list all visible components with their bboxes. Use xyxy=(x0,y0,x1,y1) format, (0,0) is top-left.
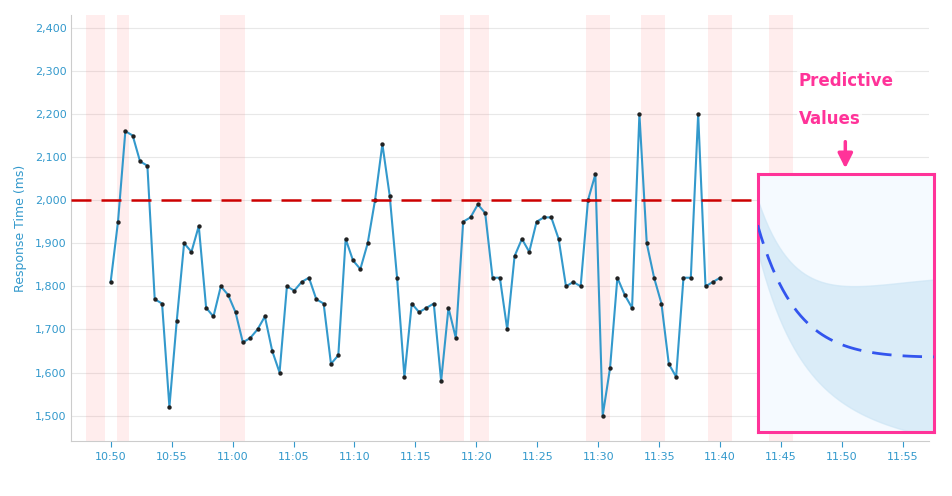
Point xyxy=(228,308,243,316)
Point xyxy=(352,265,367,273)
Point xyxy=(162,403,177,411)
Point xyxy=(316,300,331,308)
Point xyxy=(447,334,463,342)
Point xyxy=(184,248,199,256)
Point xyxy=(528,218,544,226)
Point xyxy=(265,347,280,355)
Point xyxy=(492,274,507,282)
Bar xyxy=(707,15,732,441)
Point xyxy=(433,377,448,385)
Point xyxy=(191,222,207,230)
Point xyxy=(360,239,375,247)
Point xyxy=(624,304,639,312)
Point xyxy=(198,304,213,312)
Point xyxy=(308,295,324,303)
Point xyxy=(506,252,522,260)
Point xyxy=(418,304,433,312)
Point xyxy=(477,209,492,217)
Point xyxy=(374,140,389,148)
Point xyxy=(389,274,405,282)
Point xyxy=(125,131,140,139)
Point xyxy=(543,213,558,221)
Point xyxy=(536,213,551,221)
Point xyxy=(323,360,338,368)
Point xyxy=(257,312,272,320)
Point xyxy=(697,282,712,290)
Point xyxy=(675,274,690,282)
Point xyxy=(287,287,302,295)
Point xyxy=(683,274,698,282)
Point xyxy=(617,291,632,299)
Point xyxy=(653,300,668,308)
Point xyxy=(367,196,383,204)
Point xyxy=(293,278,308,286)
Point xyxy=(279,282,294,290)
Point xyxy=(469,200,485,208)
Point xyxy=(110,218,126,226)
Point xyxy=(645,274,661,282)
Bar xyxy=(87,15,105,441)
Point xyxy=(704,278,720,286)
Point xyxy=(169,317,184,325)
Point xyxy=(712,274,727,282)
Point xyxy=(631,110,646,118)
Bar xyxy=(641,15,664,441)
Point xyxy=(558,282,573,290)
Point xyxy=(550,235,565,243)
Y-axis label: Response Time (ms): Response Time (ms) xyxy=(13,165,27,292)
Point xyxy=(396,373,411,381)
Text: Predictive: Predictive xyxy=(798,72,893,90)
Point xyxy=(103,278,118,286)
Point xyxy=(140,162,155,170)
Bar xyxy=(469,15,488,441)
Point xyxy=(330,351,346,359)
Point xyxy=(602,364,617,372)
Point xyxy=(455,218,470,226)
Point xyxy=(499,325,514,333)
Bar xyxy=(220,15,245,441)
Point xyxy=(639,239,654,247)
Point xyxy=(301,274,316,282)
Point xyxy=(206,312,221,320)
Bar xyxy=(439,15,464,441)
Point xyxy=(521,248,536,256)
Point xyxy=(176,239,191,247)
Point xyxy=(411,308,426,316)
Point xyxy=(249,325,265,333)
Point xyxy=(382,192,397,200)
Point xyxy=(147,295,162,303)
Bar xyxy=(117,15,129,441)
Point xyxy=(572,282,587,290)
Point xyxy=(271,369,287,376)
Point xyxy=(609,274,625,282)
Point xyxy=(345,256,360,264)
Point xyxy=(220,291,235,299)
Point xyxy=(690,110,705,118)
Point xyxy=(514,235,529,243)
Point xyxy=(441,304,456,312)
Point xyxy=(463,213,478,221)
Point xyxy=(667,373,683,381)
Point xyxy=(118,127,133,135)
Point xyxy=(132,157,148,165)
Point xyxy=(485,274,500,282)
Point xyxy=(213,282,228,290)
Bar xyxy=(768,15,792,441)
Point xyxy=(661,360,676,368)
Point xyxy=(587,170,603,178)
Point xyxy=(154,300,169,308)
Text: Values: Values xyxy=(798,110,860,128)
Point xyxy=(338,235,353,243)
Point xyxy=(404,300,419,308)
Point xyxy=(580,196,595,204)
Point xyxy=(594,412,609,420)
Point xyxy=(565,278,581,286)
Bar xyxy=(585,15,610,441)
Point xyxy=(243,334,258,342)
Point xyxy=(426,300,441,308)
Point xyxy=(235,338,250,346)
